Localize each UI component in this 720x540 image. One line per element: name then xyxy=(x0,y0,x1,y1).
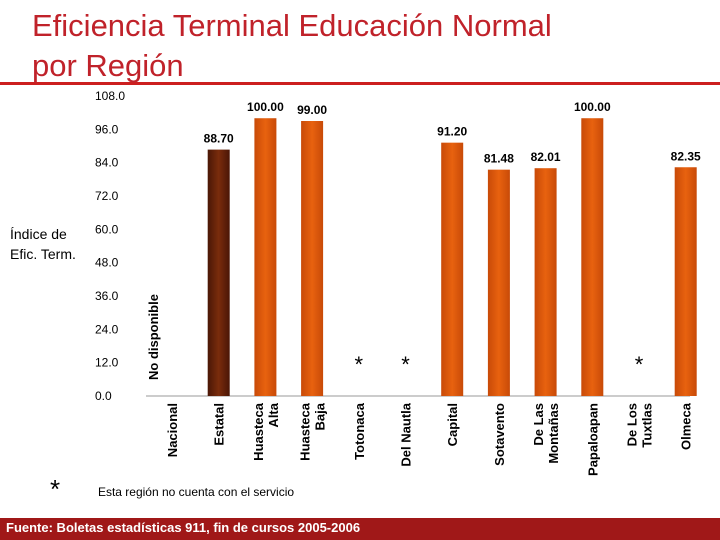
category-label: Capital xyxy=(445,403,460,446)
source-footer: Fuente: Boletas estadísticas 911, fin de… xyxy=(0,518,720,540)
category-label-text: De Las xyxy=(531,403,546,446)
bar xyxy=(674,167,697,396)
y-tick-label: 12.0 xyxy=(95,356,119,370)
category-label-text: Totonaca xyxy=(352,402,367,460)
footnote-text: Esta región no cuenta con el servicio xyxy=(97,485,295,499)
category-label: Sotavento xyxy=(492,403,507,466)
y-axis-label: Índice de Efic. Term. xyxy=(10,224,92,264)
y-tick-label: 60.0 xyxy=(95,222,119,236)
y-axis-label-line-1: Índice de xyxy=(10,226,67,242)
y-axis-label-line-2: Efic. Term. xyxy=(10,246,76,262)
data-label: 91.20 xyxy=(437,125,467,139)
category-label-text: Nacional xyxy=(165,403,180,457)
y-tick-label: 84.0 xyxy=(95,156,119,170)
category-label-text: Olmeca xyxy=(679,402,694,450)
category-label: Huasteca Baja xyxy=(298,402,328,461)
category-label-text: Del Nautla xyxy=(399,402,414,466)
category-label-text: Montañas xyxy=(546,403,561,464)
y-tick-label: 36.0 xyxy=(95,289,119,303)
chart-title-line-2: por Región xyxy=(32,48,184,83)
category-label-text: De Los xyxy=(625,403,640,446)
category-label: Huasteca Alta xyxy=(251,402,281,461)
bar xyxy=(487,169,510,396)
bar xyxy=(254,118,277,396)
y-tick-label: 108.0 xyxy=(95,89,125,103)
not-available-marker: * xyxy=(355,352,364,377)
data-label: 100.00 xyxy=(574,100,611,114)
footnote-symbol: * xyxy=(50,474,61,504)
category-label-text: Estatal xyxy=(212,403,227,446)
chart-title-line-1: Eficiencia Terminal Educación Normal xyxy=(32,8,552,43)
category-label: Totonaca xyxy=(352,402,367,460)
category-label-text: Tuxtlas xyxy=(640,403,655,448)
title-underline xyxy=(0,82,720,85)
y-tick-label: 96.0 xyxy=(95,122,119,136)
y-tick-label: 72.0 xyxy=(95,189,119,203)
title-area xyxy=(0,0,720,86)
category-label: Papaloapan xyxy=(585,403,600,476)
bar xyxy=(581,118,604,396)
category-label-text: Baja xyxy=(313,402,328,430)
category-label: Nacional xyxy=(165,403,180,457)
bar xyxy=(534,168,557,396)
data-label: 82.01 xyxy=(531,150,561,164)
not-available-label: No disponible xyxy=(146,294,161,380)
category-label: De Las Montañas xyxy=(531,403,561,464)
category-label: Olmeca xyxy=(679,402,694,450)
bar xyxy=(301,121,324,396)
not-available-marker: * xyxy=(635,352,644,377)
source-text: Fuente: Boletas estadísticas 911, fin de… xyxy=(6,520,361,535)
category-label-text: Alta xyxy=(266,402,281,427)
y-tick-label: 48.0 xyxy=(95,256,119,270)
category-label-text: Sotavento xyxy=(492,403,507,466)
bar xyxy=(207,149,230,396)
data-label: 99.00 xyxy=(297,103,327,117)
data-label: 100.00 xyxy=(247,100,284,114)
y-tick-label: 24.0 xyxy=(95,322,119,336)
category-label: Del Nautla xyxy=(399,402,414,466)
y-tick-label: 0.0 xyxy=(95,389,112,403)
data-label: 88.70 xyxy=(204,132,234,146)
category-label-text: Huasteca xyxy=(251,402,266,461)
data-label: 82.35 xyxy=(671,149,701,163)
data-label: 81.48 xyxy=(484,152,514,166)
category-label-text: Capital xyxy=(445,403,460,446)
category-label-text: Papaloapan xyxy=(585,403,600,476)
category-label: De Los Tuxtlas xyxy=(625,403,655,448)
bar xyxy=(441,142,464,396)
category-label-text: Huasteca xyxy=(298,402,313,461)
not-available-marker: * xyxy=(401,352,410,377)
category-label: Estatal xyxy=(212,403,227,446)
chart-title: Eficiencia Terminal Educación Normal por… xyxy=(32,6,552,86)
